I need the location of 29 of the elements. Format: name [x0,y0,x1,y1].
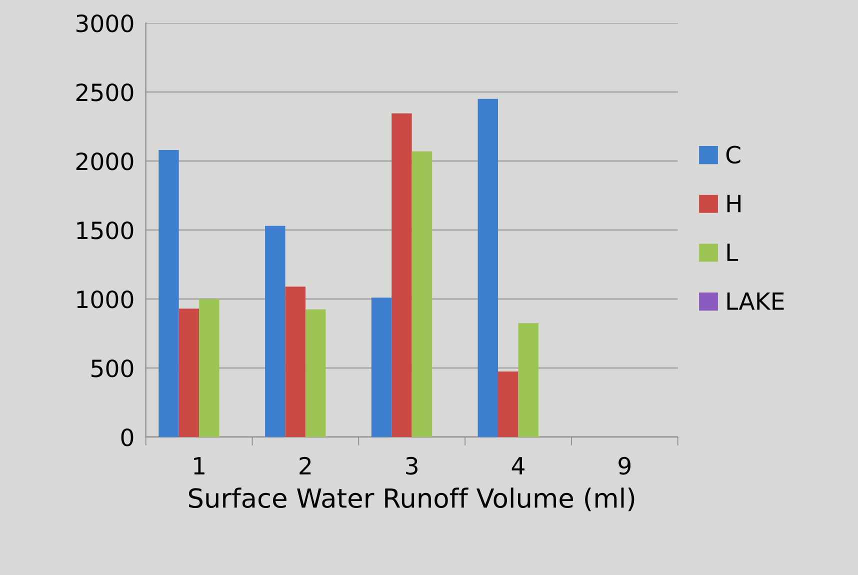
legend-label: L [727,244,738,261]
y-tick-label: 1500 [77,221,134,240]
y-tick-label: 2000 [76,152,134,170]
x-axis-title: Surface Water Runoff Volume (ml) [188,488,634,512]
bar [285,286,306,437]
legend-label: C [726,146,740,164]
bar [498,371,518,437]
bar [305,309,326,437]
y-tick-label: 3000 [76,14,134,32]
y-tick-label: 2500 [76,83,134,102]
x-tick-label: 3 [406,456,418,475]
legend-label: H [727,194,740,212]
bar [412,151,432,437]
legend-label: LAKE [727,292,784,310]
bar [178,308,200,437]
y-tick-label: 0 [121,428,134,446]
x-tick-label: 4 [512,457,524,474]
y-tick-label: 1000 [77,290,134,308]
bar [199,299,220,437]
bar [158,150,179,437]
bar [265,226,286,437]
bar [371,298,392,437]
y-tick-label: 500 [92,359,134,378]
x-tick-label: 2 [300,456,311,474]
bar [392,113,412,437]
x-tick-label: 1 [194,457,204,474]
bar [478,98,498,437]
bar [518,323,538,437]
x-tick-label: 9 [618,456,630,475]
